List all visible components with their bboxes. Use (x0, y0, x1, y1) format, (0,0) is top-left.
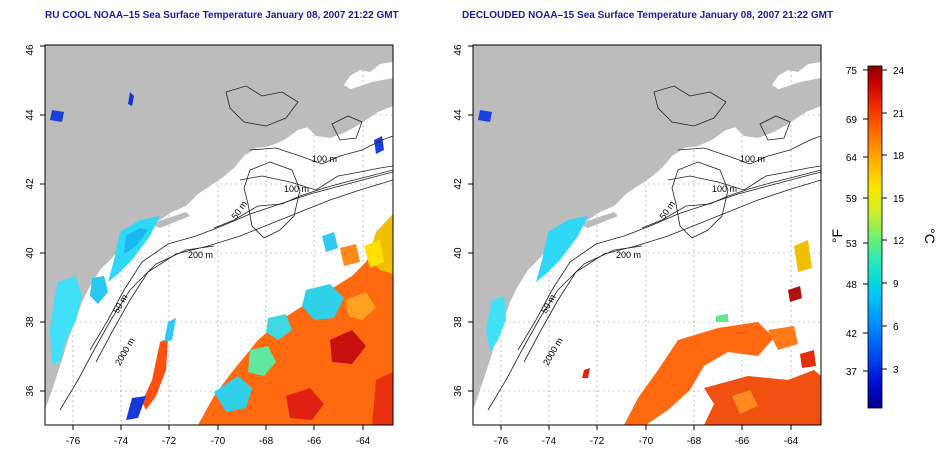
lat-tick-label: 36 (453, 385, 464, 397)
map-panel-declouded: 100 m 100 m 50 m 200 m 50 m 2000 m -76 -… (453, 44, 822, 447)
colorbar-c-tick: 9 (893, 279, 899, 290)
lat-tick-label: 40 (25, 247, 36, 259)
panel-title-declouded: DECLOUDED NOAA–15 Sea Surface Temperatur… (462, 10, 834, 21)
colorbar-f-tick: 64 (846, 153, 858, 164)
sst-southeast-warm (198, 214, 393, 425)
colorbar-c-tick: 18 (893, 151, 905, 162)
lon-tick-label: -74 (542, 436, 557, 447)
colorbar-f-ticks: 75 69 64 59 53 48 42 37 (846, 66, 868, 378)
colorbar-c-tick: 24 (893, 66, 905, 77)
map-panel-raw: 100 m 100 m 50 m 200 m 50 m 2000 m -76 -… (25, 44, 394, 447)
colorbar-gradient (867, 65, 883, 409)
lat-axis: 36 38 40 42 44 46 (453, 44, 473, 397)
lon-tick-label: -68 (259, 436, 274, 447)
colorbar-c-tick: 21 (893, 109, 905, 120)
lat-axis: 36 38 40 42 44 46 (25, 44, 45, 397)
lon-tick-label: -64 (356, 436, 371, 447)
colorbar-f-tick: 42 (846, 329, 858, 340)
contour-label: 100 m (740, 154, 765, 164)
lon-tick-label: -76 (494, 436, 509, 447)
nova-scotia (300, 78, 393, 138)
lat-tick-label: 40 (453, 247, 464, 259)
colorbar-c-label: °C (922, 228, 938, 244)
colorbar-c-ticks: 24 21 18 15 12 9 6 3 (882, 66, 905, 376)
lon-axis: -76 -74 -72 -70 -68 -66 -64 (494, 425, 799, 447)
colorbar-f-tick: 37 (846, 367, 858, 378)
sst-gulfstream-filament (126, 318, 176, 420)
colorbar-f-tick: 53 (846, 239, 858, 250)
lon-tick-label: -66 (735, 436, 750, 447)
contour-label: 100 m (312, 154, 337, 164)
nova-scotia (728, 78, 821, 138)
lon-tick-label: -74 (114, 436, 129, 447)
lon-tick-label: -72 (162, 436, 177, 447)
lat-tick-label: 38 (453, 316, 464, 328)
sst-coastal-cool (50, 92, 384, 364)
panel-title-raw: RU COOL NOAA–15 Sea Surface Temperature … (45, 10, 399, 21)
land-mass (45, 45, 393, 410)
lat-tick-label: 36 (25, 385, 36, 397)
long-island (150, 212, 190, 228)
lat-tick-label: 46 (25, 44, 36, 56)
land-mass (473, 45, 821, 410)
contour-label: 100 m (284, 184, 309, 194)
lon-tick-label: -68 (687, 436, 702, 447)
colorbar: 75 69 64 59 53 48 42 37 24 21 18 15 12 9… (829, 65, 938, 409)
colorbar-c-tick: 12 (893, 236, 905, 247)
colorbar-c-tick: 15 (893, 194, 905, 205)
lat-tick-label: 42 (453, 178, 464, 190)
long-island (578, 212, 618, 228)
colorbar-f-tick: 48 (846, 280, 858, 291)
bathymetry-contours (59, 85, 393, 411)
colorbar-c-tick: 3 (893, 365, 899, 376)
colorbar-f-tick: 75 (846, 66, 858, 77)
lon-tick-label: -66 (307, 436, 322, 447)
sst-warm-patches (582, 240, 821, 425)
contour-label: 200 m (616, 250, 641, 260)
lon-tick-label: -70 (639, 436, 654, 447)
sst-coastal-cool (478, 110, 588, 352)
colorbar-f-tick: 69 (846, 115, 858, 126)
lon-axis: -76 -74 -72 -70 -68 -66 -64 (66, 425, 371, 447)
lon-tick-label: -70 (211, 436, 226, 447)
contour-label: 200 m (188, 250, 213, 260)
lon-tick-label: -64 (784, 436, 799, 447)
contour-label: 100 m (712, 184, 737, 194)
colorbar-f-label: °F (829, 229, 845, 243)
lat-tick-label: 38 (25, 316, 36, 328)
lon-tick-label: -72 (590, 436, 605, 447)
lat-tick-label: 44 (453, 109, 464, 121)
colorbar-f-tick: 59 (846, 194, 858, 205)
lon-tick-label: -76 (66, 436, 81, 447)
lat-tick-label: 46 (453, 44, 464, 56)
lat-tick-label: 42 (25, 178, 36, 190)
colorbar-c-tick: 6 (893, 322, 899, 333)
bathymetry-contours (487, 85, 821, 411)
lat-tick-label: 44 (25, 109, 36, 121)
